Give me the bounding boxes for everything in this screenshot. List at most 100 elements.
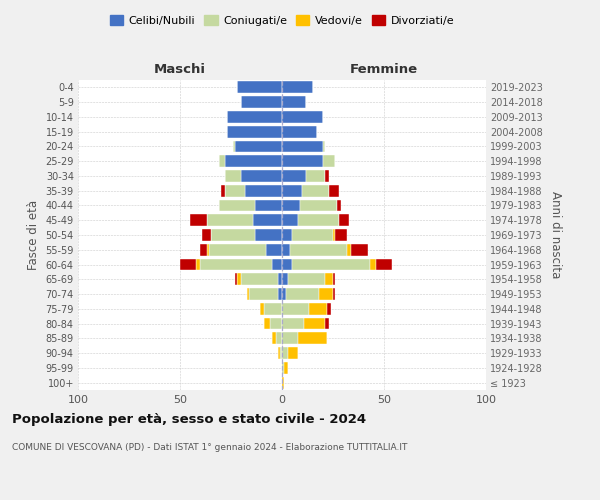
- Y-axis label: Fasce di età: Fasce di età: [27, 200, 40, 270]
- Bar: [282, 185, 302, 196]
- Bar: [307, 170, 325, 182]
- Bar: [278, 347, 280, 359]
- Bar: [288, 347, 298, 359]
- Y-axis label: Anni di nascita: Anni di nascita: [548, 192, 562, 278]
- Bar: [282, 362, 284, 374]
- Bar: [329, 185, 339, 196]
- Bar: [286, 288, 319, 300]
- Bar: [260, 303, 263, 314]
- Bar: [272, 332, 276, 344]
- Bar: [225, 156, 282, 167]
- Bar: [302, 185, 329, 196]
- Bar: [308, 303, 327, 314]
- Bar: [282, 318, 304, 330]
- Bar: [325, 318, 329, 330]
- Bar: [282, 82, 313, 94]
- Bar: [301, 200, 337, 211]
- Bar: [200, 244, 206, 256]
- Bar: [263, 318, 270, 330]
- Bar: [290, 244, 347, 256]
- Bar: [282, 200, 301, 211]
- Text: COMUNE DI VESCOVANA (PD) - Dati ISTAT 1° gennaio 2024 - Elaborazione TUTTITALIA.: COMUNE DI VESCOVANA (PD) - Dati ISTAT 1°…: [12, 442, 407, 452]
- Bar: [282, 274, 288, 285]
- Text: Femmine: Femmine: [350, 62, 418, 76]
- Bar: [256, 229, 282, 241]
- Legend: Celibi/Nubili, Coniugati/e, Vedovi/e, Divorziati/e: Celibi/Nubili, Coniugati/e, Vedovi/e, Di…: [107, 13, 457, 28]
- Bar: [292, 229, 333, 241]
- Bar: [219, 156, 225, 167]
- Bar: [335, 229, 347, 241]
- Bar: [211, 229, 256, 241]
- Bar: [245, 185, 282, 196]
- Bar: [298, 214, 339, 226]
- Bar: [235, 274, 237, 285]
- Bar: [233, 140, 235, 152]
- Bar: [323, 140, 325, 152]
- Bar: [237, 274, 241, 285]
- Bar: [333, 229, 335, 241]
- Bar: [298, 332, 327, 344]
- Bar: [323, 156, 335, 167]
- Bar: [282, 288, 286, 300]
- Bar: [221, 185, 225, 196]
- Bar: [333, 274, 335, 285]
- Bar: [196, 258, 200, 270]
- Bar: [263, 303, 282, 314]
- Bar: [241, 170, 282, 182]
- Bar: [206, 214, 253, 226]
- Bar: [304, 318, 325, 330]
- Bar: [282, 111, 323, 123]
- Bar: [282, 376, 284, 388]
- Bar: [282, 170, 307, 182]
- Text: Popolazione per età, sesso e stato civile - 2024: Popolazione per età, sesso e stato civil…: [12, 412, 366, 426]
- Bar: [282, 332, 298, 344]
- Bar: [333, 288, 335, 300]
- Bar: [209, 244, 266, 256]
- Bar: [256, 200, 282, 211]
- Bar: [288, 274, 325, 285]
- Bar: [284, 362, 288, 374]
- Bar: [278, 274, 282, 285]
- Bar: [253, 214, 282, 226]
- Bar: [282, 303, 308, 314]
- Bar: [339, 214, 349, 226]
- Bar: [282, 96, 307, 108]
- Bar: [206, 244, 209, 256]
- Bar: [282, 244, 290, 256]
- Bar: [282, 214, 298, 226]
- Bar: [282, 140, 323, 152]
- Bar: [270, 318, 282, 330]
- Bar: [190, 214, 206, 226]
- Bar: [225, 170, 241, 182]
- Bar: [282, 229, 292, 241]
- Bar: [266, 244, 282, 256]
- Bar: [280, 347, 282, 359]
- Bar: [227, 126, 282, 138]
- Bar: [376, 258, 392, 270]
- Bar: [327, 303, 331, 314]
- Bar: [237, 82, 282, 94]
- Bar: [276, 332, 282, 344]
- Bar: [227, 111, 282, 123]
- Bar: [282, 156, 323, 167]
- Bar: [200, 258, 272, 270]
- Text: Maschi: Maschi: [154, 62, 206, 76]
- Bar: [370, 258, 376, 270]
- Bar: [225, 185, 245, 196]
- Bar: [247, 288, 250, 300]
- Bar: [352, 244, 368, 256]
- Bar: [337, 200, 341, 211]
- Bar: [235, 140, 282, 152]
- Bar: [347, 244, 352, 256]
- Bar: [282, 126, 317, 138]
- Bar: [278, 288, 282, 300]
- Bar: [219, 200, 256, 211]
- Bar: [292, 258, 370, 270]
- Bar: [241, 274, 278, 285]
- Bar: [202, 229, 211, 241]
- Bar: [319, 288, 333, 300]
- Bar: [282, 258, 292, 270]
- Bar: [325, 274, 333, 285]
- Bar: [325, 170, 329, 182]
- Bar: [250, 288, 278, 300]
